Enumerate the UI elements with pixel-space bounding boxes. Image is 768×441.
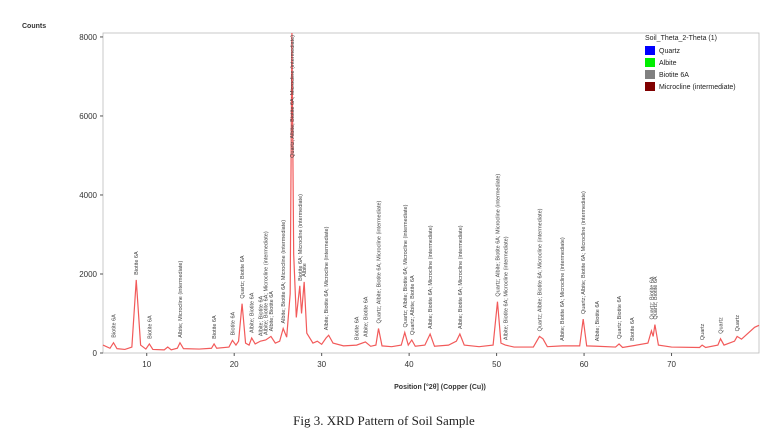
- y-tick-label: 6000: [79, 112, 97, 121]
- peak-annotation: Albite; Biotite 6A; Microcline (intermed…: [503, 236, 509, 340]
- peak-annotation: Biotite 6A: [630, 317, 636, 341]
- peak-annotation: Biotite 6A; Microcline (intermediate): [298, 194, 304, 281]
- x-tick-label: 60: [580, 360, 589, 369]
- plot-frame: [102, 32, 760, 354]
- x-tick-label: 20: [230, 360, 239, 369]
- peak-annotation: Biotite 6A: [230, 311, 236, 335]
- peak-annotation: Albite; Biotite 6A; Microcline (intermed…: [560, 237, 566, 341]
- legend-title: Soil_Theta_2-Theta (1): [645, 35, 717, 42]
- x-tick-label: 50: [492, 360, 501, 369]
- y-axis-label: Counts: [22, 23, 46, 30]
- peak-annotation: Biotite 6A: [212, 315, 218, 339]
- peak-annotation: Quartz; Biotite 6A: [653, 276, 659, 319]
- legend-swatch: [645, 82, 655, 91]
- peak-annotation: Quartz; Albite; Biotite 6A; Microcline (…: [581, 191, 587, 314]
- peak-annotation: Albite; Biotite 6A; Microcline (intermed…: [281, 220, 287, 324]
- peak-annotation: Biotite 6A: [355, 316, 361, 340]
- peak-annotation: Biotite 6A: [134, 251, 140, 275]
- peak-annotation: Quartz; Albite; Biotite 6A; Microcline (…: [537, 208, 543, 331]
- peak-annotation: Albite; Biotite 6A: [595, 301, 601, 342]
- peak-annotation: Albite; Biotite 6A: [250, 292, 256, 333]
- x-tick-label: 70: [667, 360, 676, 369]
- peak-annotation: Albite; Biotite 6A: [269, 291, 275, 332]
- legend-swatch: [645, 70, 655, 79]
- peak-annotation: Albite; Microcline (intermediate): [178, 261, 184, 338]
- peak-annotation: Quartz; Biotite 6A: [240, 255, 246, 298]
- legend-label: Biotite 6A: [659, 72, 689, 79]
- legend-label: Microcline (intermediate): [659, 84, 736, 91]
- peak-annotation: Quartz; Biotite 6A: [649, 276, 655, 319]
- peak-annotation: Quartz; Albite; Biotite 6A; Microcline (…: [290, 35, 296, 158]
- x-tick-label: 10: [142, 360, 151, 369]
- legend-label: Quartz: [659, 48, 681, 55]
- peak-annotation: Biotite 6A: [111, 314, 117, 338]
- peak-annotation: Quartz; Albite; Biotite 6A; Microcline (…: [403, 204, 409, 327]
- peak-annotation: Quartz; Albite; Biotite 6A; Microcline (…: [377, 200, 383, 323]
- y-tick-label: 2000: [79, 270, 97, 279]
- peak-annotation: Albite; Biotite 6A; Microcline (intermed…: [458, 225, 464, 329]
- caption: Fig 3. XRD Pattern of Soil Sample: [293, 413, 475, 428]
- peak-annotation: Quartz: [719, 317, 725, 334]
- peak-annotation: Albite; Biotite 6A; Microcline (intermed…: [264, 231, 270, 335]
- peak-annotation: Albite; Biotite 6A; Microcline (intermed…: [428, 225, 434, 329]
- peak-annotation: Quartz: [735, 315, 741, 332]
- y-tick-label: 8000: [79, 33, 97, 42]
- legend-label: Albite: [659, 60, 677, 67]
- peak-annotation: Quartz; Albite; Biotite 6A: [410, 275, 416, 335]
- peak-annotation: Biotite 6A: [147, 315, 153, 339]
- y-tick-label: 0: [93, 349, 98, 358]
- x-tick-label: 30: [317, 360, 326, 369]
- xrd-line: [102, 32, 760, 351]
- peak-annotation: Quartz; Albite; Biotite 6A; Microcline (…: [495, 174, 501, 297]
- y-tick-label: 4000: [79, 191, 97, 200]
- peak-annotation: Albite; Biotite 6A: [258, 295, 264, 336]
- x-tick-label: 40: [405, 360, 414, 369]
- peak-annotation: Albite; Biotite 6A: [363, 296, 369, 337]
- legend-swatch: [645, 46, 655, 55]
- peak-annotation: Albite: [302, 263, 308, 277]
- peak-annotation: Quartz: [700, 323, 706, 340]
- peak-annotation: Albite; Biotite 6A; Microcline (intermed…: [324, 226, 330, 330]
- peak-annotation: Quartz; Biotite 6A: [617, 295, 623, 338]
- legend-swatch: [645, 58, 655, 67]
- x-axis-label: Position [°2θ] (Copper (Cu)): [394, 383, 486, 391]
